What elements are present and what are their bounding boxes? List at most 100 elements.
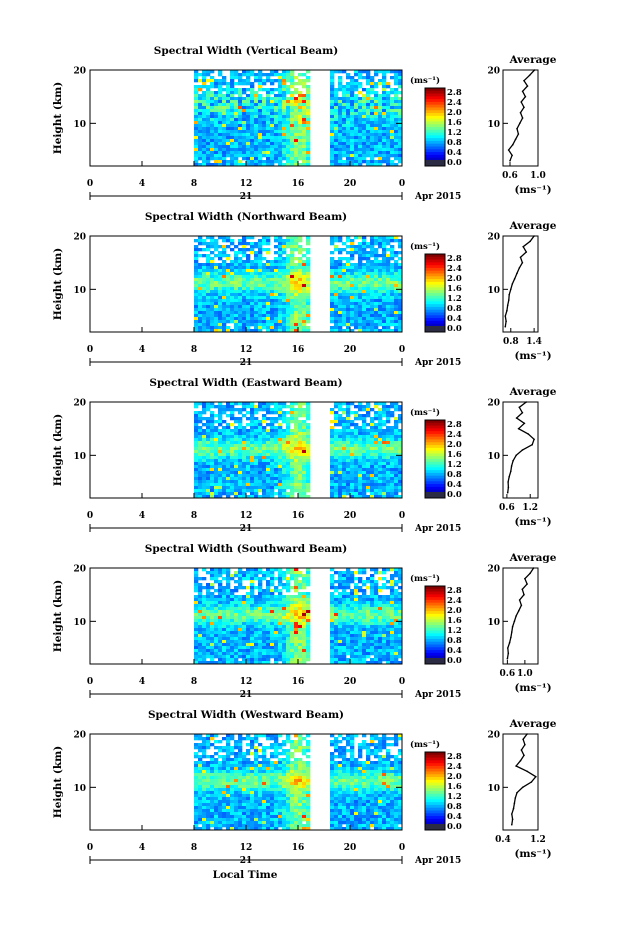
colorbar-tick-label: 0.4 — [447, 812, 462, 822]
average-point — [511, 631, 513, 633]
average-point — [526, 733, 528, 735]
average-title: Average — [509, 718, 557, 730]
average-point — [523, 593, 525, 596]
colorbar-tick-label: 2.0 — [447, 274, 462, 284]
x-tick-label: 12 — [240, 179, 253, 189]
average-point — [515, 615, 517, 617]
average-point — [531, 443, 533, 446]
x-tick-label: 0 — [399, 677, 405, 687]
heatmap-cells — [194, 70, 403, 167]
x-tick-label: 8 — [191, 179, 197, 189]
average-point — [533, 235, 535, 237]
y-tick-label: 10 — [73, 286, 86, 296]
x-tick-label: 0 — [87, 511, 93, 521]
colorbar-unit: (ms⁻¹) — [410, 739, 440, 750]
average-profile-line — [507, 69, 535, 161]
average-point — [519, 759, 522, 762]
heatmap-cells — [194, 734, 403, 831]
average-point — [513, 802, 516, 805]
colorbar-tick-label: 0.8 — [447, 304, 462, 314]
colorbar-tick-label: 2.4 — [447, 98, 462, 108]
x-tick-label: 0 — [399, 843, 405, 853]
average-point — [518, 406, 521, 409]
colorbar-frame — [424, 585, 446, 665]
average-y-tick-label: 20 — [487, 399, 500, 409]
y-tick-label: 20 — [73, 731, 86, 741]
average-point — [528, 74, 531, 77]
heatmap-cells — [194, 402, 403, 499]
average-y-tick-label: 10 — [487, 784, 500, 794]
average-point — [507, 149, 510, 151]
average-y-tick-label: 20 — [487, 731, 500, 741]
panel-title: Spectral Width (Southward Beam) — [145, 543, 347, 555]
colorbar-tick-label: 0.4 — [447, 148, 462, 158]
x-tick-label: 0 — [399, 511, 405, 521]
average-y-tick-label: 20 — [487, 233, 500, 243]
colorbar-tick-label: 0.0 — [447, 656, 462, 666]
colorbar-tick-label: 2.8 — [447, 420, 462, 430]
x-tick-label: 0 — [87, 345, 93, 355]
average-point — [523, 754, 525, 757]
average-point — [524, 743, 526, 746]
x-tick-label: 8 — [191, 843, 197, 853]
colorbar-tick-label: 2.8 — [447, 254, 462, 264]
average-point — [513, 620, 516, 623]
colorbar-tick-label: 1.6 — [447, 284, 462, 294]
colorbar-tick-label: 2.8 — [447, 586, 462, 596]
average-y-tick-label: 10 — [487, 120, 500, 130]
average-point — [518, 609, 520, 612]
heatmap-cells — [194, 568, 403, 665]
colorbar-tick-label: 1.2 — [447, 460, 462, 470]
average-point — [512, 143, 514, 146]
average-point — [523, 422, 526, 425]
average-point — [523, 106, 525, 109]
x-tick-label: 4 — [139, 345, 145, 355]
colorbar-frame — [424, 87, 446, 167]
colorbar-under — [425, 824, 445, 830]
average-point — [533, 69, 536, 71]
average-point — [519, 111, 522, 114]
colorbar-tick-label: 1.6 — [447, 616, 462, 626]
colorbar-under — [425, 326, 445, 332]
average-point — [507, 652, 510, 655]
x-tick-label: 0 — [87, 677, 93, 687]
average-point — [508, 299, 510, 301]
x-tick-label: 16 — [292, 511, 305, 521]
average-point — [510, 636, 512, 639]
average-point — [511, 154, 513, 157]
x-tick-label: 0 — [399, 345, 405, 355]
average-x-tick-label: 0.6 — [499, 503, 515, 513]
colorbar-tick-label: 0.0 — [447, 324, 462, 334]
average-point — [529, 572, 531, 575]
average-point — [515, 765, 517, 767]
colorbar-tick-label: 2.4 — [447, 430, 462, 440]
average-point — [506, 309, 508, 312]
colorbar-tick-label: 1.2 — [447, 626, 462, 636]
average-point — [509, 159, 511, 162]
x-tick-label: 12 — [240, 843, 253, 853]
x-tick-label: 20 — [344, 179, 357, 189]
average-point — [504, 325, 507, 328]
average-point — [526, 770, 528, 773]
colorbar-tick-label: 0.8 — [447, 470, 462, 480]
average-point — [518, 267, 521, 269]
colorbar — [424, 419, 446, 499]
x-tick-label: 20 — [344, 677, 357, 687]
colorbar-unit: (ms⁻¹) — [410, 75, 440, 86]
average-point — [504, 315, 507, 317]
colorbar — [424, 585, 446, 665]
x-tick-label: 16 — [292, 179, 305, 189]
average-frame — [502, 401, 539, 499]
colorbar-tick-label: 1.6 — [447, 782, 462, 792]
average-y-tick-label: 20 — [487, 565, 500, 575]
average-point — [521, 786, 524, 789]
panel-title: Spectral Width (Eastward Beam) — [149, 377, 342, 389]
x-tick-label: 8 — [191, 511, 197, 521]
colorbar-frame — [424, 419, 446, 499]
colorbar-under — [425, 492, 445, 498]
x-axis-label: Local Time — [213, 869, 278, 881]
average-point — [519, 256, 522, 259]
average-title: Average — [509, 552, 557, 564]
average-point — [521, 261, 524, 264]
